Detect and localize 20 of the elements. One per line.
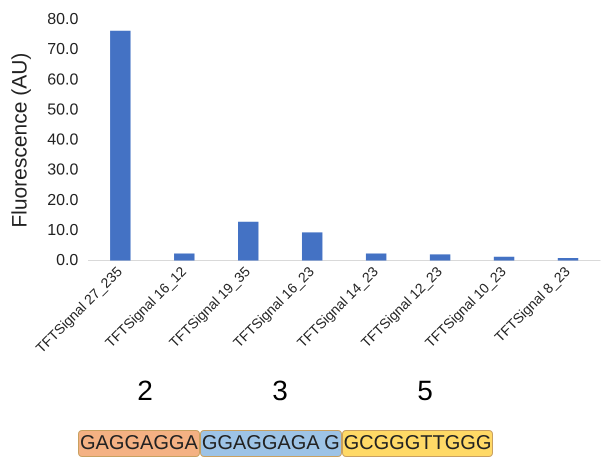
y-tick-label: 10.0	[47, 222, 78, 239]
y-tick-label: 80.0	[47, 11, 78, 28]
y-tick-label: 0.0	[56, 252, 78, 270]
bar	[366, 253, 386, 261]
y-tick-label: 60.0	[47, 71, 78, 88]
bar	[238, 222, 258, 261]
y-tick-label: 50.0	[47, 101, 78, 118]
text: 2	[136, 375, 154, 407]
bar	[430, 254, 450, 261]
text: 5	[416, 375, 434, 407]
y-tick-label: 70.0	[47, 41, 78, 58]
y-tick-label: 30.0	[47, 162, 78, 179]
bar	[558, 258, 578, 261]
text: 3	[271, 375, 289, 407]
y-axis-title: Fluorescence (AU)	[8, 52, 32, 228]
y-tick-label: 40.0	[47, 132, 78, 149]
bar	[302, 232, 322, 261]
y-tick-label: 20.0	[47, 192, 78, 209]
bar	[174, 253, 195, 261]
bar	[110, 30, 131, 261]
